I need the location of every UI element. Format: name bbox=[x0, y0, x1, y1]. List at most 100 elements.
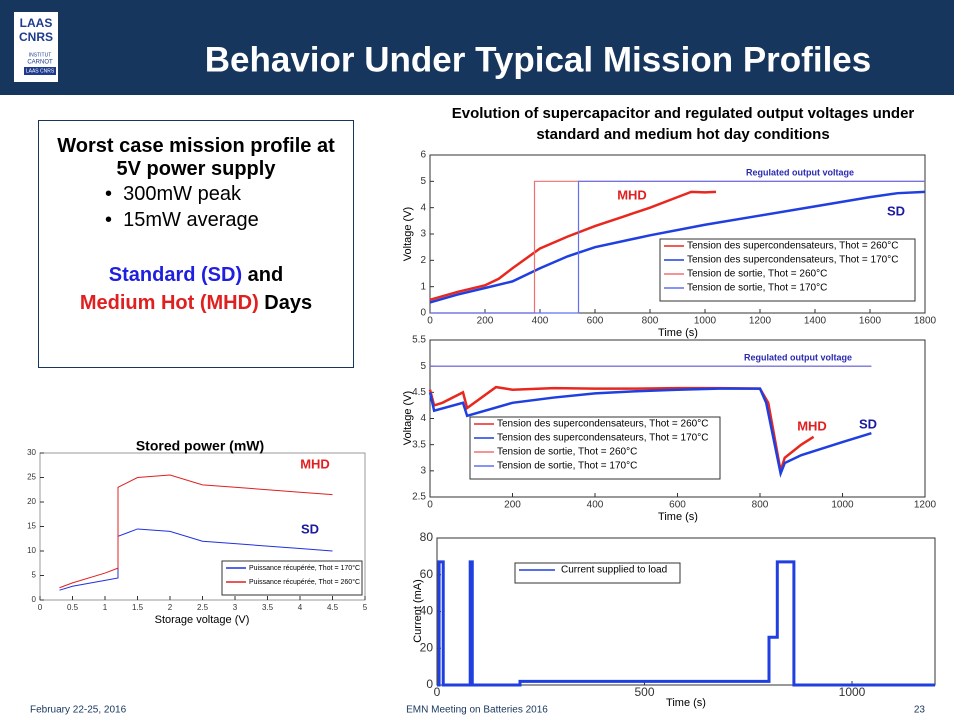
x-tick-label: 2 bbox=[168, 603, 173, 612]
y-tick-label: 5 bbox=[420, 361, 426, 372]
x-tick-label: 0.5 bbox=[67, 603, 79, 612]
y-tick-label: 3 bbox=[420, 465, 426, 476]
annotation: MHD bbox=[617, 187, 647, 202]
x-tick-label: 400 bbox=[532, 316, 549, 327]
legend-label: Tension de sortie, Thot = 170°C bbox=[687, 283, 827, 294]
legend-label: Tension de sortie, Thot = 260°C bbox=[687, 269, 827, 280]
legend-label: Tension des supercondensateurs, Thot = 1… bbox=[687, 255, 898, 266]
chart-title: Evolution of supercapacitor and regulate… bbox=[451, 105, 915, 143]
y-axis-label: Voltage (V) bbox=[402, 207, 414, 261]
y-axis-label: Voltage (V) bbox=[402, 391, 414, 445]
x-tick-label: 4 bbox=[298, 603, 303, 612]
x-axis-label: Time (s) bbox=[658, 511, 698, 523]
y-tick-label: 0 bbox=[32, 595, 37, 604]
series-line bbox=[428, 387, 872, 478]
legend-label: Tension des supercondensateurs, Thot = 2… bbox=[497, 419, 708, 430]
x-tick-label: 200 bbox=[477, 316, 494, 327]
y-axis-label: Current (mA) bbox=[412, 579, 424, 643]
y-tick-label: 4 bbox=[420, 413, 426, 424]
y-tick-label: 60 bbox=[420, 567, 434, 581]
logo-text: INSTITUT bbox=[29, 52, 52, 58]
x-tick-label: 1 bbox=[103, 603, 108, 612]
annotation: Regulated output voltage bbox=[746, 167, 854, 177]
x-tick-label: 1600 bbox=[859, 316, 882, 327]
logo-text: CARNOT bbox=[27, 60, 53, 66]
x-tick-label: 600 bbox=[587, 316, 604, 327]
series-line bbox=[430, 180, 925, 314]
x-tick-label: 1000 bbox=[694, 316, 717, 327]
slide-title: Behavior Under Typical Mission Profiles bbox=[205, 40, 871, 79]
y-tick-label: 30 bbox=[27, 448, 36, 457]
annotation: MHD bbox=[797, 418, 827, 433]
legend-box bbox=[469, 416, 721, 480]
x-tick-label: 1400 bbox=[804, 316, 827, 327]
y-tick-label: 0 bbox=[420, 308, 426, 319]
x-tick-label: 800 bbox=[752, 500, 769, 511]
annotation: SD bbox=[301, 521, 319, 536]
y-tick-label: 4.5 bbox=[412, 387, 426, 398]
logo-text: CNRS bbox=[19, 30, 53, 44]
footer-event: EMN Meeting on Batteries 2016 bbox=[406, 705, 548, 716]
days-text: Standard (SD) and Medium Hot (MHD) Days bbox=[39, 261, 353, 317]
x-tick-label: 1200 bbox=[749, 316, 772, 327]
days-part: and bbox=[242, 264, 284, 286]
days-part: Days bbox=[258, 292, 313, 314]
x-tick-label: 200 bbox=[504, 500, 521, 511]
legend-box bbox=[221, 560, 363, 596]
annotation: SD bbox=[859, 416, 877, 431]
y-tick-label: 5 bbox=[420, 176, 426, 187]
x-tick-label: 500 bbox=[634, 685, 654, 699]
legend-label: Tension de sortie, Thot = 260°C bbox=[497, 447, 637, 458]
series-line bbox=[429, 190, 717, 302]
y-tick-label: 20 bbox=[420, 640, 434, 654]
y-tick-label: 3.5 bbox=[412, 439, 426, 450]
bullet-list: • 300mW peak • 15mW average bbox=[39, 181, 353, 233]
y-tick-label: 15 bbox=[27, 522, 36, 531]
series-line bbox=[429, 190, 926, 304]
x-tick-label: 1800 bbox=[914, 316, 937, 327]
annotation: SD bbox=[887, 203, 905, 218]
bullet-text: 300mW peak bbox=[123, 183, 241, 205]
logo-bar bbox=[24, 67, 56, 75]
x-axis-label: Time (s) bbox=[658, 327, 698, 339]
y-tick-label: 10 bbox=[27, 546, 36, 555]
x-tick-label: 1200 bbox=[914, 500, 937, 511]
header-band bbox=[0, 0, 954, 95]
y-tick-label: 5 bbox=[32, 571, 37, 580]
bullet: • 300mW peak bbox=[105, 183, 241, 205]
y-tick-label: 3 bbox=[420, 229, 426, 240]
legend-label: Puissance récupérée, Thot = 260°C bbox=[249, 578, 360, 586]
chart-title: Stored power (mW) bbox=[136, 438, 264, 454]
x-tick-label: 1.5 bbox=[132, 603, 144, 612]
footer-page: 23 bbox=[914, 705, 926, 716]
legend-box bbox=[514, 562, 681, 584]
legend-label: Tension de sortie, Thot = 170°C bbox=[497, 461, 637, 472]
y-tick-label: 80 bbox=[420, 530, 434, 544]
y-tick-label: 40 bbox=[420, 604, 434, 618]
legend-label: Tension des supercondensateurs, Thot = 1… bbox=[497, 433, 708, 444]
x-tick-label: 600 bbox=[669, 500, 686, 511]
y-tick-label: 25 bbox=[27, 473, 36, 482]
legend-label: Tension des supercondensateurs, Thot = 2… bbox=[687, 241, 898, 252]
x-tick-label: 3 bbox=[233, 603, 238, 612]
annotation: Regulated output voltage bbox=[744, 352, 852, 362]
x-tick-label: 0 bbox=[434, 685, 441, 699]
bullet-text: 15mW average bbox=[123, 209, 259, 231]
legend-box bbox=[659, 238, 916, 302]
legend-label: Current supplied to load bbox=[561, 565, 667, 576]
y-tick-label: 2 bbox=[420, 255, 426, 266]
box-heading: Worst case mission profile at 5V power s… bbox=[57, 135, 335, 180]
series-line bbox=[437, 560, 935, 687]
x-tick-label: 1000 bbox=[831, 500, 854, 511]
y-tick-label: 20 bbox=[27, 497, 36, 506]
y-tick-label: 5.5 bbox=[412, 335, 426, 346]
y-tick-label: 4 bbox=[420, 202, 426, 213]
logo-text: LAAS CNRS bbox=[26, 68, 55, 74]
series-line bbox=[59, 474, 333, 589]
x-axis-label: Time (s) bbox=[666, 697, 706, 709]
logo-text: LAAS bbox=[20, 16, 53, 30]
x-axis-label: Storage voltage (V) bbox=[155, 614, 250, 626]
x-tick-label: 0 bbox=[38, 603, 43, 612]
y-tick-label: 6 bbox=[420, 150, 426, 161]
